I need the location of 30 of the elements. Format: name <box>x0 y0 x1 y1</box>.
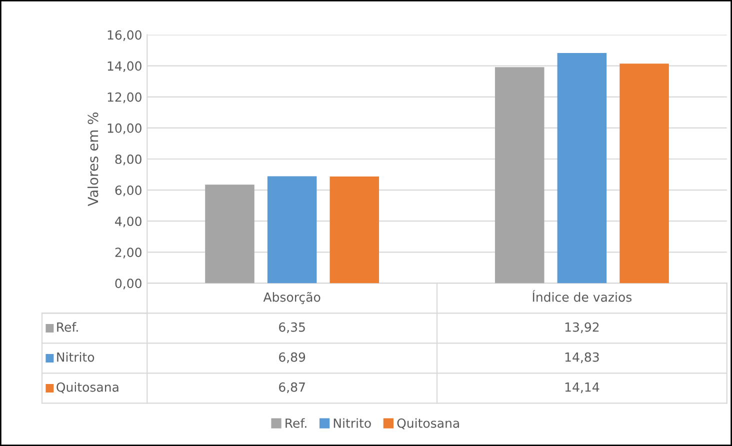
y-tick-label: 14,00 <box>108 61 142 72</box>
bar <box>494 67 544 284</box>
y-tick-label: 4,00 <box>115 216 142 228</box>
legend-label: Quitosana <box>397 418 459 430</box>
bar <box>330 176 380 284</box>
data-label: 14,83 <box>565 352 599 364</box>
y-tick-label: 10,00 <box>108 123 142 134</box>
legend-label: Nitrito <box>334 418 371 428</box>
data-label: 13,92 <box>565 322 599 334</box>
y-tick-label: 2,00 <box>115 248 142 258</box>
y-axis-title: Valores em % <box>87 112 98 206</box>
text: Ref. <box>286 418 306 428</box>
text: Quitosana <box>56 382 118 394</box>
y-tick-label: 12,00 <box>108 92 142 104</box>
data-label: 6,87 <box>279 382 305 394</box>
y-tick-label: 6,00 <box>115 186 142 196</box>
text: Nitrito <box>57 352 94 362</box>
data-label: 14,14 <box>565 382 600 394</box>
y-tick-label: 16,00 <box>108 30 142 41</box>
y-tick-label: 0,00 <box>115 278 142 290</box>
bar <box>205 184 254 284</box>
x-tick-label: Índice de vazios <box>532 290 632 302</box>
data-label: 6,35 <box>279 322 305 334</box>
y-tick-label: 8,00 <box>115 154 142 166</box>
bar <box>620 64 669 284</box>
legend-label: Ref. <box>57 322 78 332</box>
x-tick-label: Absorção <box>263 292 320 304</box>
data-label: 6,89 <box>279 352 306 364</box>
bar <box>267 176 317 284</box>
bar <box>557 52 607 284</box>
